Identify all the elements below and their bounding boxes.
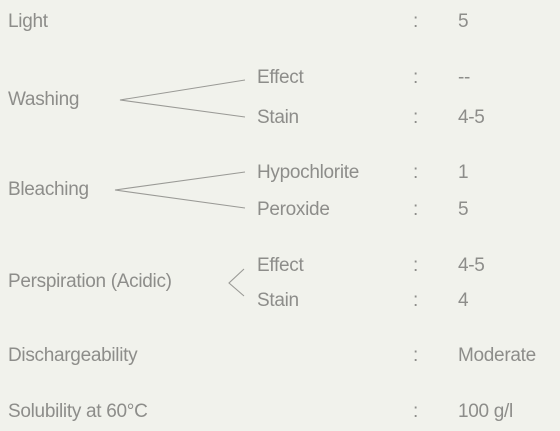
row-value: 1 [458, 162, 468, 183]
separator: : [413, 11, 418, 32]
row-label: Solubility at 60°C [8, 401, 148, 422]
row-value: 5 [458, 199, 468, 220]
separator: : [413, 345, 418, 366]
sub-label: Hypochlorite [257, 162, 359, 183]
row-label: Washing [8, 89, 79, 110]
separator: : [413, 67, 418, 88]
brace-lines [228, 268, 245, 297]
separator: : [413, 255, 418, 276]
sub-label: Peroxide [257, 199, 330, 220]
sub-label: Effect [257, 255, 304, 276]
separator: : [413, 199, 418, 220]
row-label: Light [8, 11, 49, 32]
sub-label: Stain [257, 290, 299, 311]
row-value: 100 g/l [458, 401, 513, 422]
row-value: 4-5 [458, 107, 485, 128]
separator: : [413, 290, 418, 311]
brace-lines [114, 171, 246, 209]
sub-label: Effect [257, 67, 304, 88]
row-value: 4-5 [458, 255, 485, 276]
row-label: Bleaching [8, 179, 89, 200]
row-label: Perspiration (Acidic) [8, 271, 172, 292]
row-value: 5 [458, 11, 468, 32]
sub-label: Stain [257, 107, 299, 128]
row-label: Dischargeability [8, 345, 138, 366]
row-value: 4 [458, 290, 469, 311]
row-value: Moderate [458, 345, 536, 366]
row-value: -- [458, 67, 470, 88]
separator: : [413, 107, 418, 128]
separator: : [413, 401, 418, 422]
brace-lines [119, 79, 246, 118]
separator: : [413, 162, 418, 183]
